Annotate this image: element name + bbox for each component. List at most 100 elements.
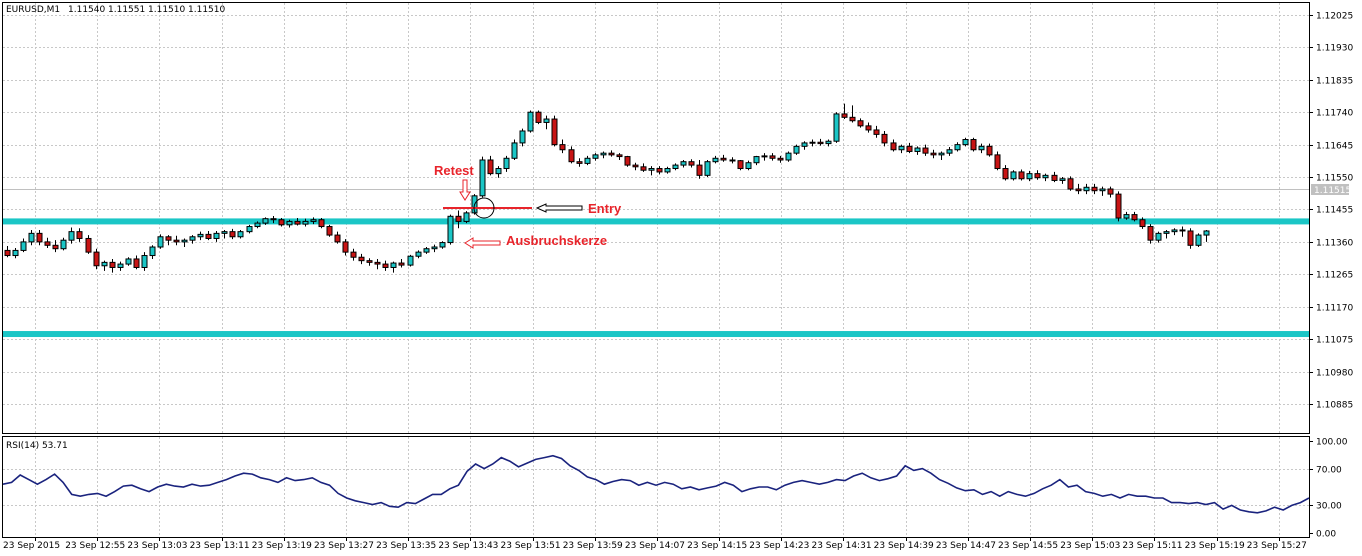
price-label: 1.10885 xyxy=(1316,401,1353,411)
time-axis: 23 Sep 2015 23 Sep 12:55 23 Sep 13:03 23 Se… xyxy=(3,537,1307,551)
candle-bull xyxy=(157,236,164,248)
candle-bear xyxy=(1034,173,1041,179)
time-label: 23 Sep 12:55 xyxy=(65,541,125,551)
candle-bull xyxy=(390,262,397,268)
candle-bull xyxy=(712,157,719,163)
candle-bear xyxy=(1002,168,1009,180)
candle-bull xyxy=(125,258,132,265)
main-panel-frame xyxy=(2,2,1310,434)
price-label: 1.11075 xyxy=(1316,336,1353,346)
candle-bear xyxy=(1051,174,1058,181)
candle-bull xyxy=(592,154,599,159)
candle-bear xyxy=(398,262,405,266)
candle-bull xyxy=(141,255,148,268)
price-label: 1.10980 xyxy=(1316,369,1353,379)
candle-bull xyxy=(479,159,486,197)
candle-bear xyxy=(994,154,1001,170)
symbol-label: EURUSD,M1 xyxy=(6,5,60,15)
candle-bull xyxy=(600,152,607,156)
time-label: 23 Sep 13:43 xyxy=(438,541,498,551)
candle-bull xyxy=(914,147,921,152)
candle-bull xyxy=(672,164,679,170)
candle-bear xyxy=(656,168,663,173)
candle-bull xyxy=(28,232,35,243)
candle-bull xyxy=(938,152,945,156)
time-label: 23 Sep 13:35 xyxy=(376,541,436,551)
candle-bull xyxy=(310,219,317,222)
candle-bull xyxy=(149,246,156,257)
candle-bear xyxy=(551,118,558,146)
rsi-grid xyxy=(3,437,1309,537)
time-label: 23 Sep 13:19 xyxy=(252,541,312,551)
candle-bull xyxy=(407,255,414,266)
price-label: 1.11360 xyxy=(1316,239,1353,249)
rsi-panel-frame xyxy=(2,436,1310,538)
time-label: 23 Sep 14:47 xyxy=(936,541,996,551)
candle-bear xyxy=(559,144,566,151)
candle-bear xyxy=(109,261,116,268)
candle-bear xyxy=(318,219,325,228)
candle-bear xyxy=(970,139,977,151)
candle-bear xyxy=(487,159,494,175)
time-label: 23 Sep 13:51 xyxy=(501,541,561,551)
candle-bull xyxy=(189,236,196,241)
price-label: 1.11455 xyxy=(1316,206,1353,216)
time-label: 23 Sep 13:27 xyxy=(314,541,374,551)
candle-bear xyxy=(36,232,43,243)
low-value: 1.11510 xyxy=(148,5,185,15)
candle-bull xyxy=(519,130,526,144)
candle-bear xyxy=(1139,219,1146,228)
candle-bear xyxy=(350,251,357,258)
candle-bear xyxy=(358,256,365,262)
rsi-axis: 100.00 70.00 30.00 0.00 xyxy=(1309,438,1348,540)
candle-bear xyxy=(76,231,83,239)
candle-bull xyxy=(680,161,687,166)
candle-bull xyxy=(495,168,502,175)
candle-bear xyxy=(1075,188,1082,192)
rsi-tick-label: 30.00 xyxy=(1316,502,1342,512)
candle-bear xyxy=(632,164,639,168)
candle-bull xyxy=(463,212,470,222)
candle-bull xyxy=(1099,188,1106,192)
candle-bear xyxy=(1107,188,1114,195)
entry-arrow xyxy=(535,203,583,213)
candle-bear xyxy=(737,160,744,170)
time-label: 23 Sep 15:03 xyxy=(1060,541,1120,551)
candle-bear xyxy=(1091,186,1098,192)
candle-bear xyxy=(922,147,929,154)
candle-bear xyxy=(608,152,615,156)
candle-bull xyxy=(415,251,422,257)
candle-bear xyxy=(857,120,864,127)
candle-bull xyxy=(197,233,204,238)
candle-bear xyxy=(270,218,277,221)
price-label: 1.11265 xyxy=(1316,271,1353,281)
candle-bear xyxy=(44,241,51,246)
rsi-tick-label: 100.00 xyxy=(1316,438,1348,448)
time-label: 23 Sep 14:39 xyxy=(874,541,934,551)
candle-bull xyxy=(753,156,760,164)
candle-bear xyxy=(535,111,542,123)
candle-bull xyxy=(12,249,19,257)
candle-bull xyxy=(68,231,75,241)
time-label: 23 Sep 13:59 xyxy=(563,541,623,551)
time-label: 23 Sep 15:27 xyxy=(1247,541,1307,551)
candle-bear xyxy=(696,164,703,176)
time-label: 23 Sep 13:11 xyxy=(190,541,250,551)
candle-bull xyxy=(431,246,438,250)
candle-bear xyxy=(1067,178,1074,190)
candle-bull xyxy=(439,242,446,248)
candle-bear xyxy=(986,145,993,156)
candle-bear xyxy=(382,263,389,268)
rsi-line xyxy=(2,454,1310,514)
candle-bull xyxy=(1083,186,1090,192)
candle-bear xyxy=(205,233,212,239)
candle-bull xyxy=(302,220,309,225)
candle-bear xyxy=(294,220,301,225)
candle-bear xyxy=(52,244,59,250)
candle-bull xyxy=(60,239,67,250)
time-label: 23 Sep 14:15 xyxy=(687,541,747,551)
candle-bull xyxy=(447,215,454,244)
price-label: 1.12025 xyxy=(1316,12,1353,22)
candle-bear xyxy=(720,157,727,161)
